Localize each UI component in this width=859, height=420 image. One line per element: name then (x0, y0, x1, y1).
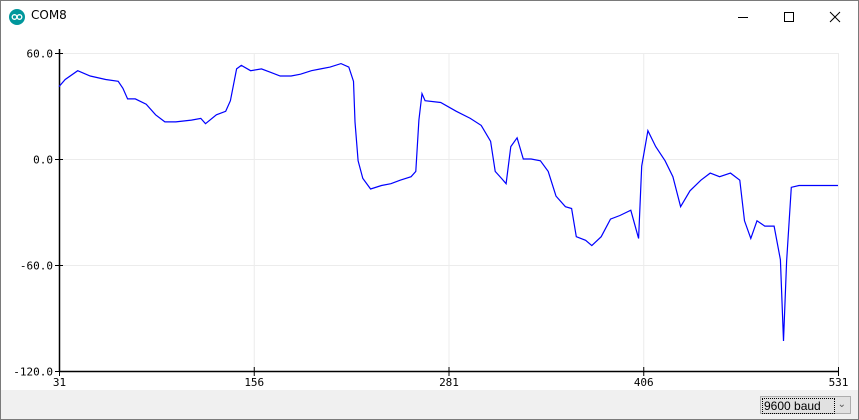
maximize-button[interactable] (766, 1, 812, 32)
chevron-down-icon: ⌄ (837, 399, 846, 410)
close-icon (829, 11, 841, 22)
baud-rate-select[interactable]: 9600 baud ⌄ (760, 396, 851, 414)
y-tick-label: 60.0 (27, 48, 54, 61)
line-chart: 60.0 0.0 -60.0 -120.031 156 281 406 531 (13, 48, 849, 390)
x-tick-label: 406 (634, 376, 654, 389)
bottom-bar: 9600 baud ⌄ (1, 390, 858, 419)
maximize-icon (784, 11, 794, 22)
baud-rate-value: 9600 baud (762, 398, 835, 414)
minimize-icon (738, 16, 748, 18)
y-tick-label: -60.0 (20, 260, 53, 273)
close-button[interactable] (812, 1, 858, 32)
series-line (58, 62, 838, 342)
x-tick-label: 31 (53, 376, 66, 389)
minimize-button[interactable] (720, 1, 766, 32)
x-tick-label: 156 (244, 376, 264, 389)
arduino-icon (9, 9, 25, 25)
window-title: COM8 (31, 8, 67, 22)
y-tick-label: -120.0 (13, 366, 53, 379)
y-tick-label: 0.0 (33, 154, 53, 167)
title-bar: COM8 (1, 1, 858, 32)
x-tick-label: 531 (829, 376, 849, 389)
plot-area: 60.0 0.0 -60.0 -120.0 31 156 281 406 531 (1, 32, 858, 390)
x-tick-label: 281 (439, 376, 459, 389)
